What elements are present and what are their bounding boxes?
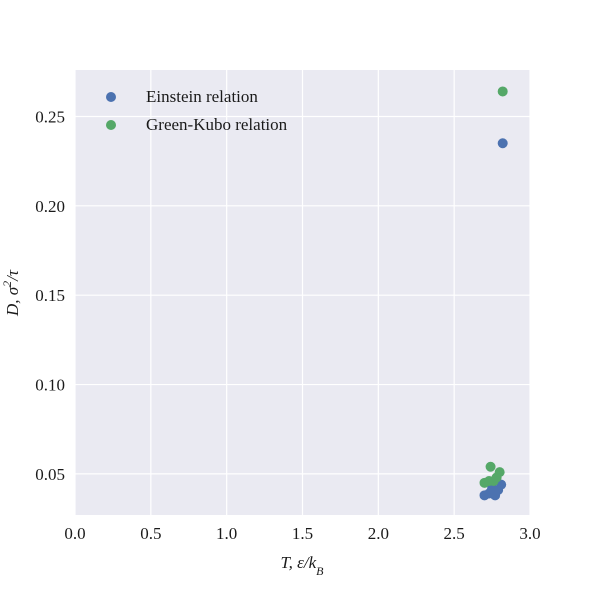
- data-point: [497, 138, 508, 149]
- legend-marker-einstein: [106, 92, 116, 102]
- x-tick-label: 0.0: [64, 524, 85, 543]
- series-einstein: [479, 138, 508, 501]
- y-tick-labels: 0.05 0.10 0.15 0.20 0.25: [35, 107, 65, 483]
- legend-marker-green-kubo: [106, 120, 116, 130]
- x-tick-label: 2.0: [368, 524, 389, 543]
- y-tick-label: 0.20: [35, 197, 65, 216]
- data-point: [494, 467, 505, 478]
- legend-label-einstein: Einstein relation: [146, 87, 258, 106]
- y-tick-label: 0.05: [35, 465, 65, 484]
- legend-label-green-kubo: Green-Kubo relation: [146, 115, 288, 134]
- x-tick-label: 1.0: [216, 524, 237, 543]
- grid: [74, 70, 531, 515]
- y-axis-title: D, σ2/τ: [0, 269, 22, 317]
- data-point: [496, 479, 507, 490]
- data-points: [479, 86, 508, 501]
- data-point: [497, 86, 508, 97]
- x-tick-label: 1.5: [292, 524, 313, 543]
- y-tick-label: 0.15: [35, 286, 65, 305]
- x-tick-label: 2.5: [444, 524, 465, 543]
- x-tick-label: 0.5: [140, 524, 161, 543]
- x-axis-title: T, ε/kB: [280, 553, 324, 578]
- legend: Einstein relation Green-Kubo relation: [106, 87, 288, 134]
- series-green-kubo: [479, 86, 508, 488]
- y-tick-label: 0.25: [35, 107, 65, 126]
- x-tick-label: 3.0: [519, 524, 540, 543]
- x-tick-labels: 0.0 0.5 1.0 1.5 2.0 2.5 3.0: [64, 524, 540, 543]
- y-tick-label: 0.10: [35, 376, 65, 395]
- data-point: [485, 461, 496, 472]
